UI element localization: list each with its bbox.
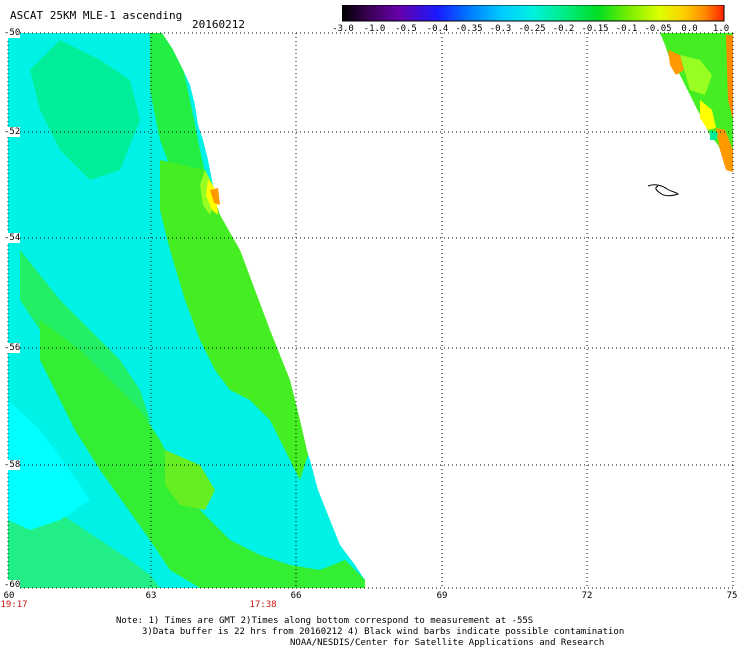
lat-label: -54 [4, 233, 20, 243]
time-label-middle: 17:38 [249, 600, 276, 610]
time-label-left: 19:17 [0, 600, 27, 610]
footer-note-1: Note: 1) Times are GMT 2)Times along bot… [116, 616, 533, 626]
lon-label: 75 [727, 591, 738, 601]
lat-label: -50 [4, 28, 20, 38]
footer-note-2: 3)Data buffer is 22 hrs from 20160212 4)… [142, 627, 624, 637]
map [0, 0, 740, 650]
swath-east [660, 33, 733, 172]
lon-label: 66 [291, 591, 302, 601]
swath-west [8, 33, 365, 588]
lat-label: -58 [4, 460, 20, 470]
lat-label: -52 [4, 127, 20, 137]
lon-label: 72 [582, 591, 593, 601]
lon-label: 69 [437, 591, 448, 601]
lon-label: 63 [146, 591, 157, 601]
lat-label: -60 [4, 580, 20, 590]
footer-credit: NOAA/NESDIS/Center for Satellite Applica… [290, 638, 604, 648]
lat-label: -56 [4, 343, 20, 353]
contamination-barb-icon [648, 185, 678, 196]
